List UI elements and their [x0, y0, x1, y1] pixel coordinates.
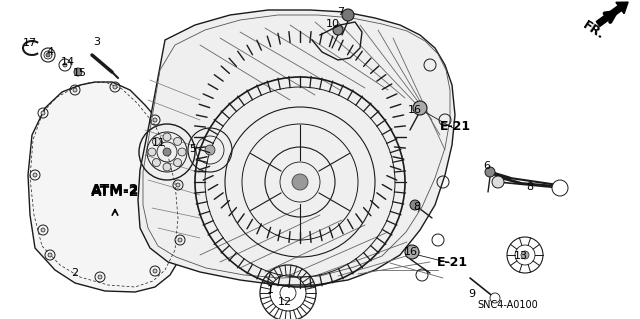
- Circle shape: [153, 269, 157, 273]
- Polygon shape: [28, 82, 188, 292]
- Text: ATM-2: ATM-2: [91, 183, 140, 197]
- FancyArrow shape: [596, 2, 628, 26]
- Text: 12: 12: [278, 297, 292, 307]
- Text: E-21: E-21: [440, 121, 470, 133]
- Circle shape: [178, 148, 186, 156]
- Circle shape: [205, 145, 215, 155]
- Circle shape: [46, 53, 50, 57]
- Circle shape: [113, 85, 117, 89]
- Circle shape: [405, 245, 419, 259]
- Circle shape: [413, 101, 427, 115]
- Circle shape: [173, 159, 182, 167]
- Circle shape: [41, 111, 45, 115]
- Polygon shape: [138, 10, 455, 285]
- Text: 17: 17: [23, 38, 37, 48]
- Circle shape: [153, 118, 157, 122]
- Circle shape: [33, 173, 37, 177]
- Circle shape: [163, 163, 171, 171]
- Circle shape: [163, 148, 171, 156]
- Text: 15: 15: [73, 68, 87, 78]
- Circle shape: [173, 137, 182, 145]
- Text: 11: 11: [152, 138, 166, 148]
- Circle shape: [176, 183, 180, 187]
- Circle shape: [98, 275, 102, 279]
- Text: 16: 16: [404, 247, 418, 257]
- Circle shape: [74, 68, 82, 76]
- Circle shape: [292, 174, 308, 190]
- Text: 1: 1: [266, 285, 273, 295]
- Circle shape: [163, 133, 171, 141]
- Text: 6: 6: [483, 161, 490, 171]
- Text: FR.: FR.: [580, 18, 607, 42]
- Circle shape: [490, 293, 500, 303]
- Circle shape: [148, 148, 156, 156]
- Circle shape: [73, 88, 77, 92]
- Circle shape: [41, 228, 45, 232]
- Circle shape: [556, 184, 564, 192]
- Circle shape: [152, 137, 161, 145]
- Circle shape: [333, 25, 343, 35]
- Text: 4: 4: [47, 47, 54, 57]
- Circle shape: [63, 63, 67, 67]
- Text: E-21: E-21: [436, 256, 468, 270]
- Circle shape: [410, 200, 420, 210]
- Text: SNC4-A0100: SNC4-A0100: [477, 300, 538, 310]
- Text: 13: 13: [514, 251, 528, 261]
- Text: 10: 10: [326, 19, 340, 29]
- Circle shape: [178, 238, 182, 242]
- Circle shape: [552, 180, 568, 196]
- Text: 5: 5: [189, 144, 196, 154]
- Circle shape: [152, 159, 161, 167]
- Text: 14: 14: [61, 57, 75, 67]
- Text: ATM-2: ATM-2: [91, 185, 140, 199]
- Text: 9: 9: [468, 289, 476, 299]
- Circle shape: [48, 253, 52, 257]
- Text: 8: 8: [527, 182, 534, 192]
- Text: 8: 8: [413, 202, 420, 212]
- Circle shape: [485, 167, 495, 177]
- Text: 3: 3: [93, 37, 100, 47]
- Circle shape: [492, 176, 504, 188]
- Text: 2: 2: [72, 268, 79, 278]
- Text: 7: 7: [337, 7, 344, 17]
- Circle shape: [521, 251, 529, 259]
- Circle shape: [342, 9, 354, 21]
- Text: 16: 16: [408, 105, 422, 115]
